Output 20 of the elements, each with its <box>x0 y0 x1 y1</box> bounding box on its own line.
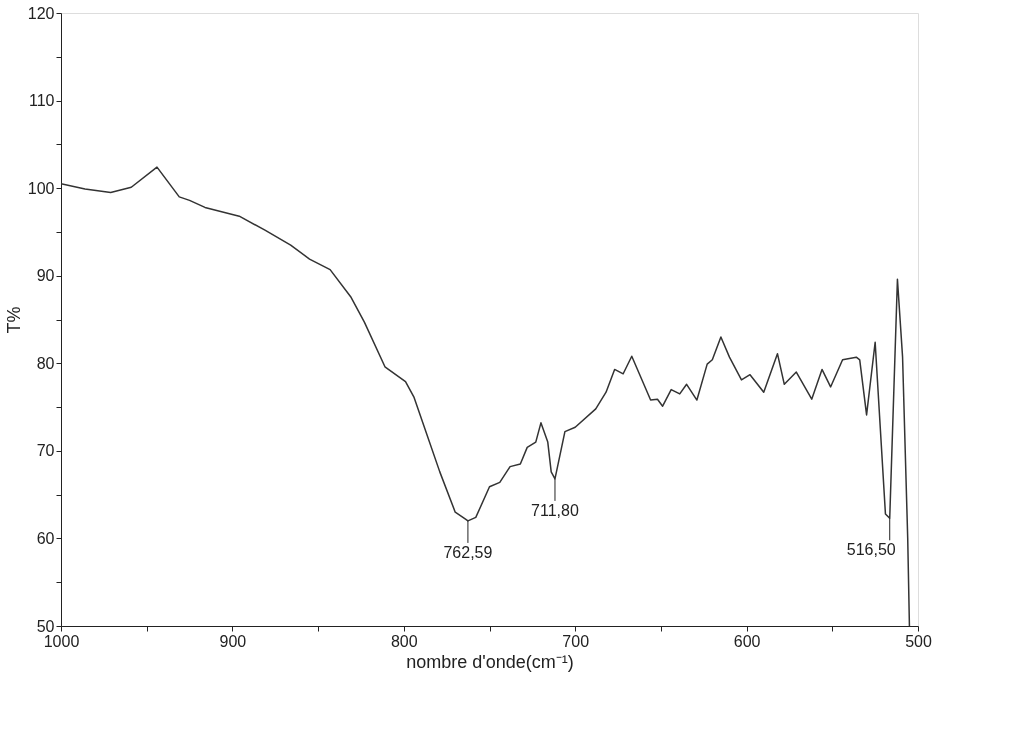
line-series <box>61 166 911 626</box>
annotation: 516,50 <box>846 541 896 559</box>
x-tick-label: 1000 <box>43 632 80 650</box>
annotation: 711,80 <box>531 501 579 519</box>
y-axis-title: T% <box>3 306 24 334</box>
x-tick-label: 800 <box>390 632 418 650</box>
y-tick-label: 110 <box>28 92 55 110</box>
y-tick-label: 60 <box>36 529 55 547</box>
x-tick-label: 900 <box>219 632 247 650</box>
x-tick-label: 600 <box>733 632 761 650</box>
y-tick-label: 90 <box>36 267 55 285</box>
annotation: 762,59 <box>443 543 493 561</box>
y-tick-label: 80 <box>36 354 55 372</box>
x-axis-title: nombre d'onde(cm⁻¹) <box>406 651 574 672</box>
y-tick-label: 70 <box>36 442 55 460</box>
y-tick-label: 120 <box>27 4 55 22</box>
x-tick-label: 700 <box>562 632 590 650</box>
x-tick-label: 500 <box>905 632 932 650</box>
y-tick-label: 100 <box>27 179 55 197</box>
y-tick-label: 50 <box>36 617 55 635</box>
